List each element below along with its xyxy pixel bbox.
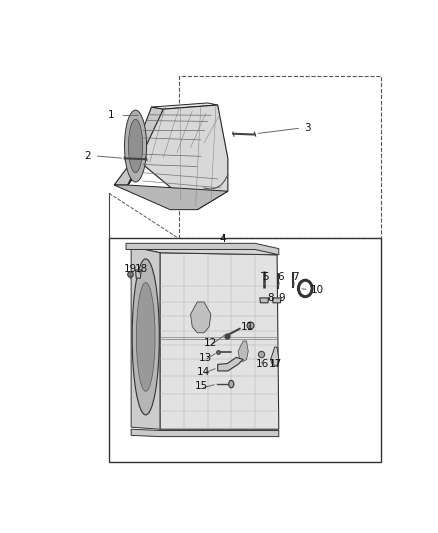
Ellipse shape xyxy=(229,381,234,388)
Polygon shape xyxy=(260,298,268,303)
Polygon shape xyxy=(271,347,279,366)
Text: 12: 12 xyxy=(204,338,218,348)
Text: 15: 15 xyxy=(195,381,208,391)
Text: 18: 18 xyxy=(134,264,148,274)
Text: 5: 5 xyxy=(262,272,268,282)
Polygon shape xyxy=(126,243,279,255)
Text: 3: 3 xyxy=(304,123,311,133)
Text: 14: 14 xyxy=(197,367,210,377)
Ellipse shape xyxy=(124,110,147,182)
Polygon shape xyxy=(135,270,141,278)
Polygon shape xyxy=(191,302,211,333)
Polygon shape xyxy=(131,247,160,429)
Ellipse shape xyxy=(132,259,159,415)
Polygon shape xyxy=(131,429,279,437)
Polygon shape xyxy=(272,298,281,303)
Bar xyxy=(109,238,381,462)
Text: 9: 9 xyxy=(278,293,285,303)
Polygon shape xyxy=(114,107,163,185)
Polygon shape xyxy=(114,185,228,209)
Text: 17: 17 xyxy=(269,359,282,368)
Polygon shape xyxy=(152,103,218,109)
Polygon shape xyxy=(218,358,243,371)
Polygon shape xyxy=(131,247,277,255)
Text: 13: 13 xyxy=(198,353,212,363)
Text: 16: 16 xyxy=(256,359,269,368)
Ellipse shape xyxy=(128,119,143,173)
Polygon shape xyxy=(160,253,279,429)
Text: 4: 4 xyxy=(219,234,226,244)
Text: 7: 7 xyxy=(293,272,299,282)
Text: 8: 8 xyxy=(267,293,274,303)
Bar xyxy=(179,76,381,238)
Text: 11: 11 xyxy=(240,321,254,332)
Ellipse shape xyxy=(136,282,155,391)
Text: 19: 19 xyxy=(124,264,137,274)
Text: 10: 10 xyxy=(311,285,324,295)
Polygon shape xyxy=(128,105,228,209)
Text: 1: 1 xyxy=(107,110,114,120)
Text: 2: 2 xyxy=(84,151,90,161)
Polygon shape xyxy=(238,341,248,361)
Text: 6: 6 xyxy=(277,272,284,282)
